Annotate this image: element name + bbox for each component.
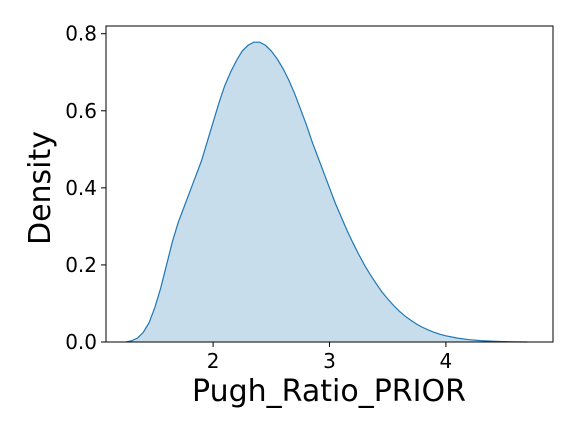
y-tick-label: 0.0 bbox=[65, 330, 97, 354]
x-tick-label: 2 bbox=[207, 349, 220, 373]
density-fill bbox=[125, 42, 528, 342]
y-tick-label: 0.8 bbox=[65, 22, 97, 46]
x-axis-label: Pugh_Ratio_PRIOR bbox=[192, 374, 466, 409]
y-axis-ticks: 0.0 0.2 0.4 0.6 0.8 bbox=[65, 22, 106, 354]
density-line bbox=[125, 41, 528, 343]
y-axis-label: Density bbox=[23, 131, 58, 245]
x-tick-label: 3 bbox=[323, 349, 336, 373]
x-tick-label: 4 bbox=[440, 349, 453, 373]
plot-area bbox=[105, 25, 554, 343]
x-axis-ticks: 2 3 4 bbox=[207, 342, 453, 373]
y-tick-label: 0.4 bbox=[65, 176, 97, 200]
y-tick-label: 0.2 bbox=[65, 253, 97, 277]
y-tick-label: 0.6 bbox=[65, 99, 97, 123]
